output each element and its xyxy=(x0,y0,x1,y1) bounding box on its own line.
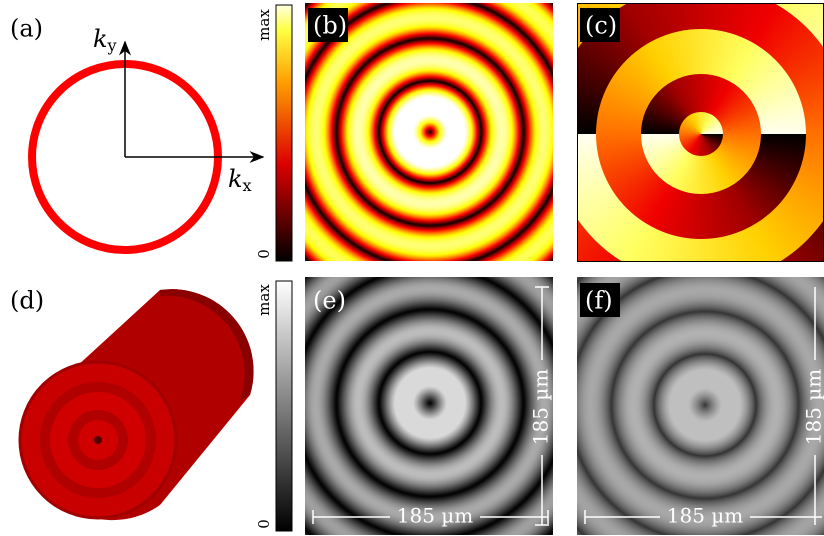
scale-x: 185 µm xyxy=(397,504,474,528)
colorbar xyxy=(276,5,292,261)
cylinder xyxy=(20,289,254,520)
panel-label: (d) xyxy=(10,287,44,315)
scale-y: 185 µm xyxy=(529,369,553,446)
panel-label: (f) xyxy=(585,287,613,315)
measured-panel xyxy=(305,277,553,535)
panel-label: (e) xyxy=(313,287,346,315)
figure: (a) ky kx max 0 (b) (c) (d) max 0 xyxy=(0,0,824,536)
scale-x: 185 µm xyxy=(667,504,744,528)
colorbar-min: 0 xyxy=(255,519,273,529)
colorbar xyxy=(276,281,292,531)
ky-sub: y xyxy=(107,36,117,55)
ky-label: ky xyxy=(93,25,117,55)
panel-label: (c) xyxy=(585,12,617,40)
colorbar-min: 0 xyxy=(255,249,273,259)
kx-symbol: k xyxy=(228,165,243,193)
kx-sub: x xyxy=(243,176,252,195)
figure-svg: (a) ky kx max 0 (b) (c) (d) max 0 xyxy=(0,0,824,536)
ky-symbol: k xyxy=(93,25,108,53)
colorbar-max: max xyxy=(255,9,273,41)
panel-label: (b) xyxy=(313,12,347,40)
scale-y: 185 µm xyxy=(802,369,824,446)
panel-label: (a) xyxy=(10,15,43,43)
colorbar-max: max xyxy=(255,284,273,316)
kx-label: kx xyxy=(228,165,252,195)
